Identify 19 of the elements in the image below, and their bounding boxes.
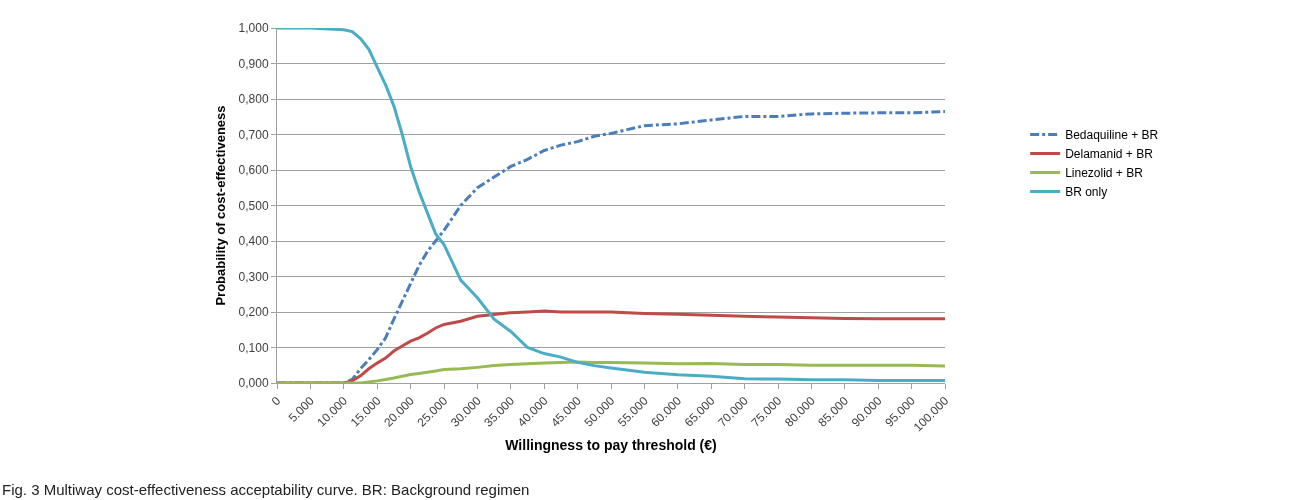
y-tick-label: 0,100 <box>238 340 269 355</box>
x-tick-label: 0 <box>268 393 284 409</box>
y-tick-label: 0,200 <box>238 305 269 320</box>
legend-label: Linezolid + BR <box>1065 166 1144 181</box>
y-tick-label: 1,000 <box>238 21 269 36</box>
y-tick-label: 0,900 <box>238 56 269 71</box>
y-tick-label: 0,000 <box>238 376 269 391</box>
x-axis-title: Willingness to pay threshold (€) <box>505 436 717 453</box>
y-tick-label: 0,700 <box>238 127 269 142</box>
y-tick-label: 0,800 <box>238 92 269 107</box>
y-tick-label: 0,500 <box>238 198 269 213</box>
y-tick-label: 0,300 <box>238 269 269 284</box>
y-tick-label: 0,600 <box>238 163 269 178</box>
caption: Fig. 3 Multiway cost-effectiveness acceptability curve. BR: Background regimen <box>2 481 530 498</box>
legend-label: Delamanid + BR <box>1065 147 1154 162</box>
legend-label: Bedaquiline + BR <box>1065 128 1159 143</box>
legend-label: BR only <box>1065 185 1108 200</box>
y-axis-title: Probability of cost-effectiveness <box>212 105 228 306</box>
y-tick-label: 0,400 <box>238 234 269 249</box>
